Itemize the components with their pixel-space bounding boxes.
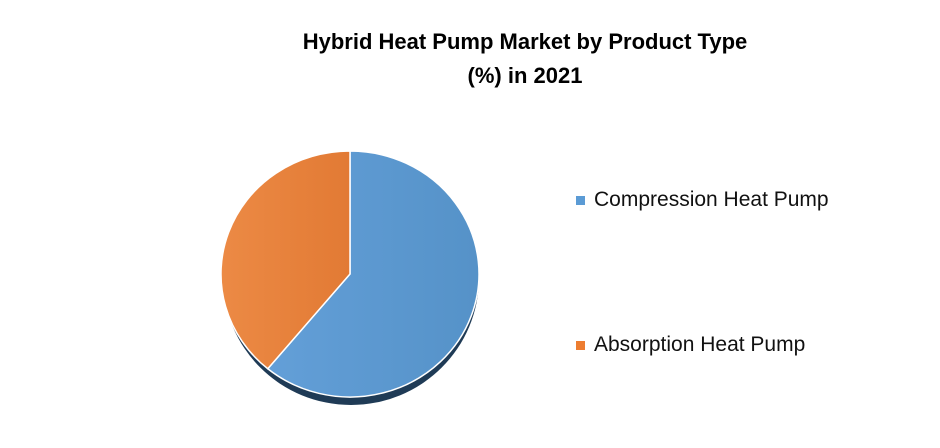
legend-label-compression: Compression Heat Pump [594,188,829,211]
legend-item-compression: Compression Heat Pump [576,188,829,212]
slice-compression [266,150,480,398]
legend-label-absorption: Absorption Heat Pump [594,333,806,356]
chart-title: Hybrid Heat Pump Market by Product Type [302,29,748,54]
slice-absorption [220,150,351,370]
chart-title-line-2: (%) in 2021 [467,63,583,88]
legend-swatch-absorption [576,340,585,350]
legend-swatch-compression [576,195,585,205]
legend-item-absorption: Absorption Heat Pump [576,333,805,357]
